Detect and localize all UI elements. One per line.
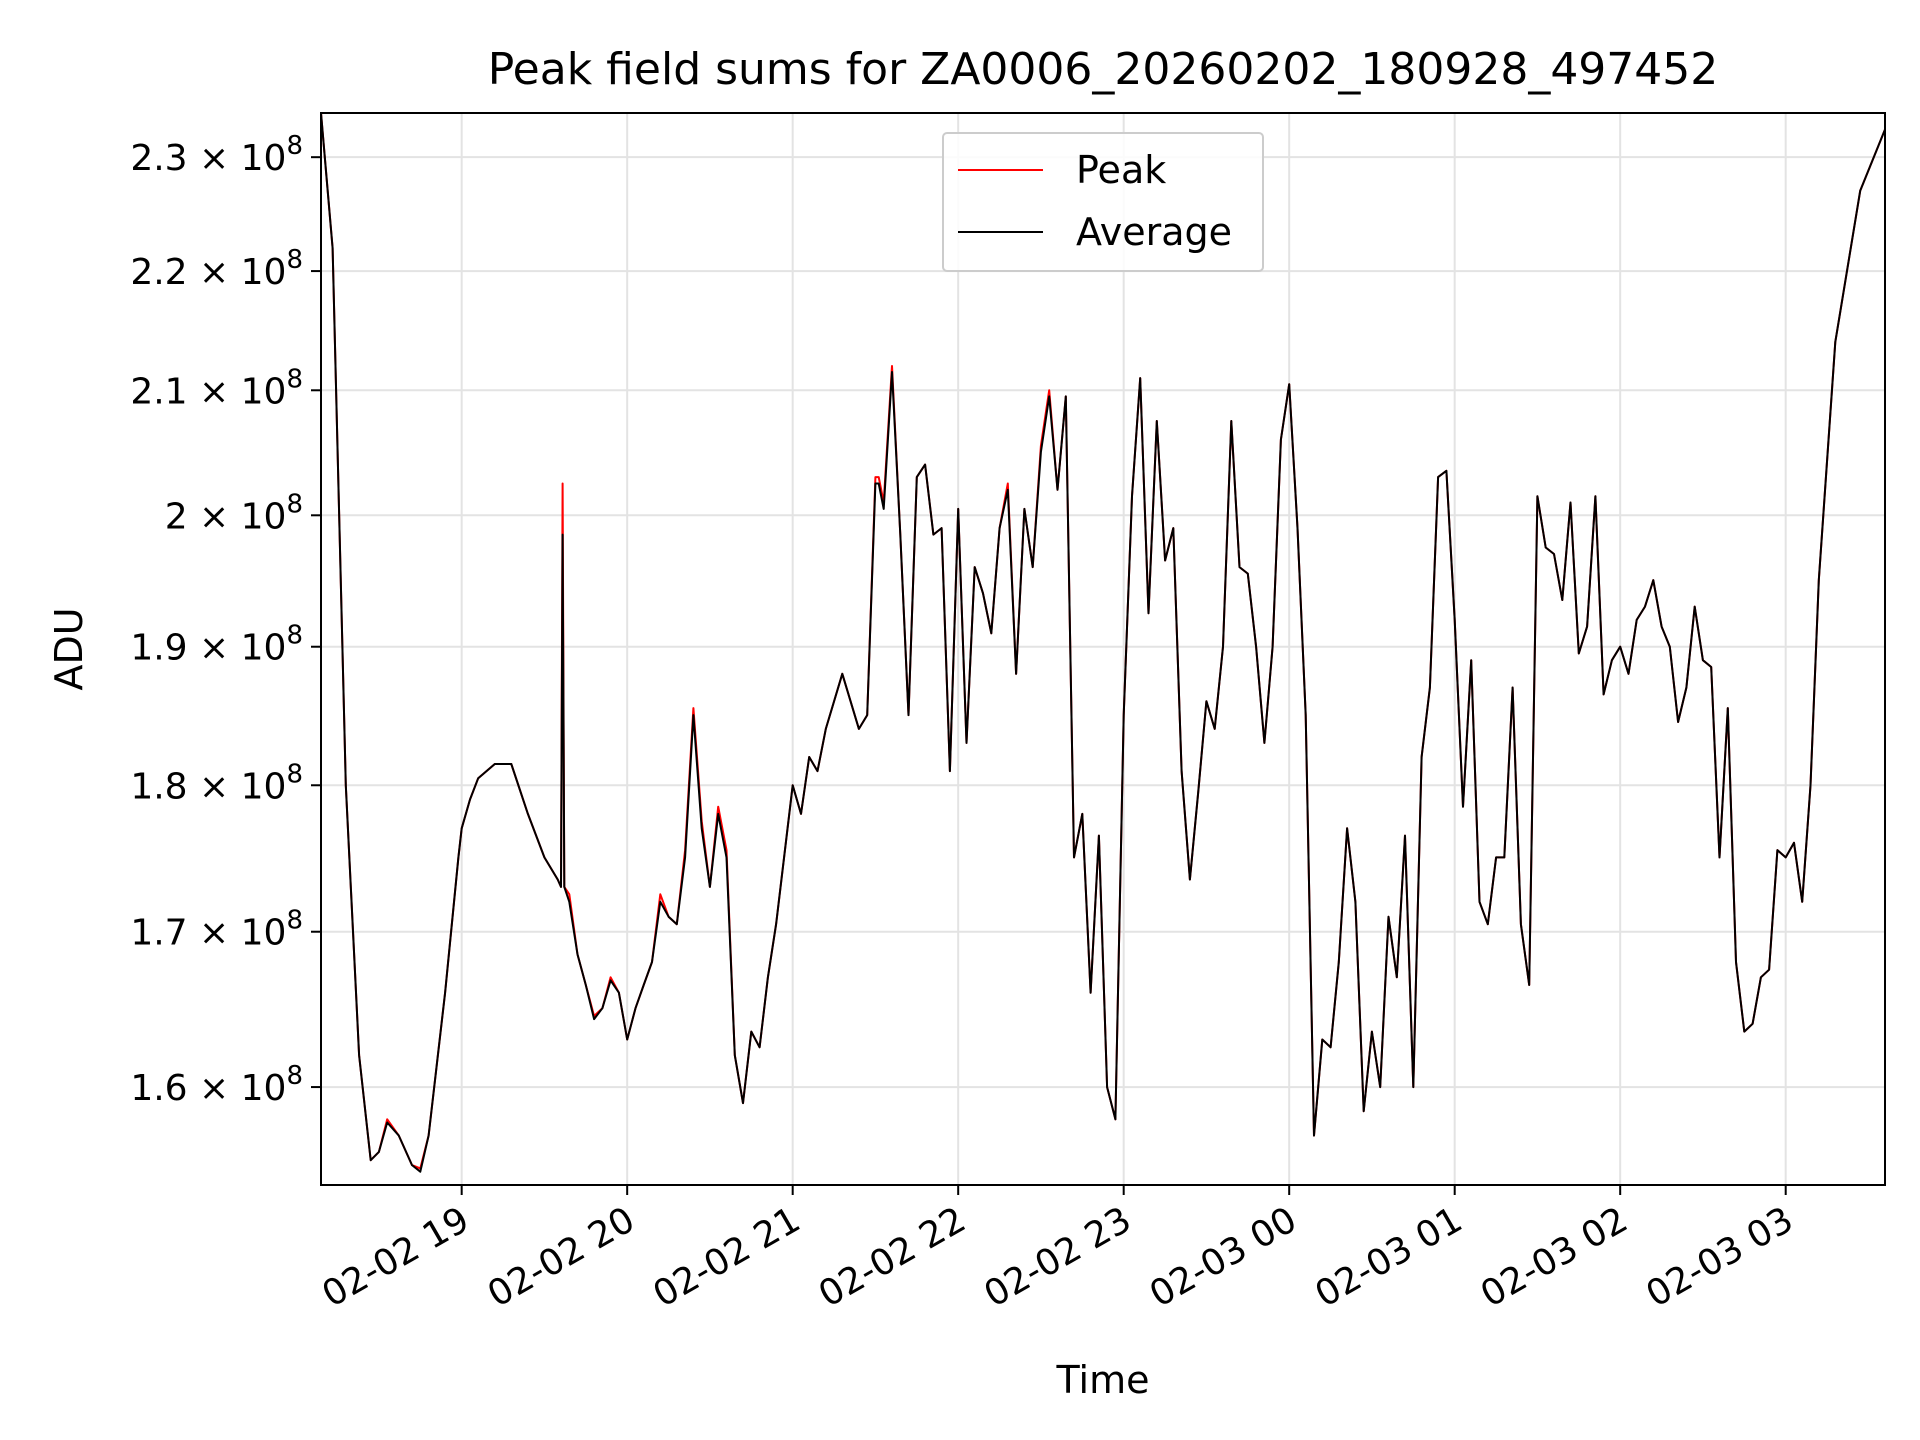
y-tick-times: × 10	[188, 766, 287, 807]
legend-label-average: Average	[1076, 210, 1232, 254]
y-tick-mantissa: 2	[165, 496, 188, 537]
y-tick-mantissa: 1.7	[130, 913, 187, 954]
y-tick-label: 2.1 × 108	[130, 364, 303, 412]
y-tick-mantissa: 1.6	[130, 1068, 187, 1109]
plot-frame	[320, 112, 1886, 1186]
y-tick-mantissa: 2.3	[130, 138, 187, 179]
y-tick-label: 1.6 × 108	[130, 1061, 303, 1109]
series-layer	[321, 113, 1885, 1173]
y-tick-mantissa: 1.9	[130, 628, 187, 669]
legend-label-peak: Peak	[1076, 148, 1166, 192]
y-tick-times: × 10	[188, 1068, 287, 1109]
y-tick-times: × 10	[188, 252, 287, 293]
y-tick-exponent: 8	[286, 621, 303, 651]
y-tick-exponent: 8	[286, 759, 303, 789]
y-tick-label: 2 × 108	[165, 489, 303, 537]
y-tick-times: × 10	[188, 628, 287, 669]
y-axis-label: ADU	[47, 607, 91, 690]
y-tick-mantissa: 2.2	[130, 252, 187, 293]
series-line-average	[321, 113, 1885, 1173]
y-tick-label: 2.3 × 108	[130, 131, 303, 179]
chart-title: Peak field sums for ZA0006_20260202_1809…	[488, 44, 1719, 95]
y-tick-mantissa: 1.8	[130, 766, 187, 807]
y-tick-exponent: 8	[286, 245, 303, 275]
legend: Peak Average	[942, 132, 1264, 272]
y-tick-times: × 10	[188, 138, 287, 179]
y-tick-label: 1.9 × 108	[130, 621, 303, 669]
y-tick-exponent: 8	[286, 906, 303, 936]
y-tick-times: × 10	[188, 496, 287, 537]
y-tick-times: × 10	[188, 371, 287, 412]
y-tick-exponent: 8	[286, 489, 303, 519]
y-tick-exponent: 8	[286, 1061, 303, 1091]
x-axis-label: Time	[1056, 1358, 1150, 1402]
y-tick-exponent: 8	[286, 131, 303, 161]
y-tick-label: 1.7 × 108	[130, 906, 303, 954]
y-tick-mantissa: 2.1	[130, 371, 187, 412]
y-tick-times: × 10	[188, 913, 287, 954]
y-tick-exponent: 8	[286, 364, 303, 394]
y-tick-label: 2.2 × 108	[130, 245, 303, 293]
y-tick-label: 1.8 × 108	[130, 759, 303, 807]
legend-box	[942, 132, 1264, 272]
legend-items: Peak Average	[958, 148, 1232, 254]
